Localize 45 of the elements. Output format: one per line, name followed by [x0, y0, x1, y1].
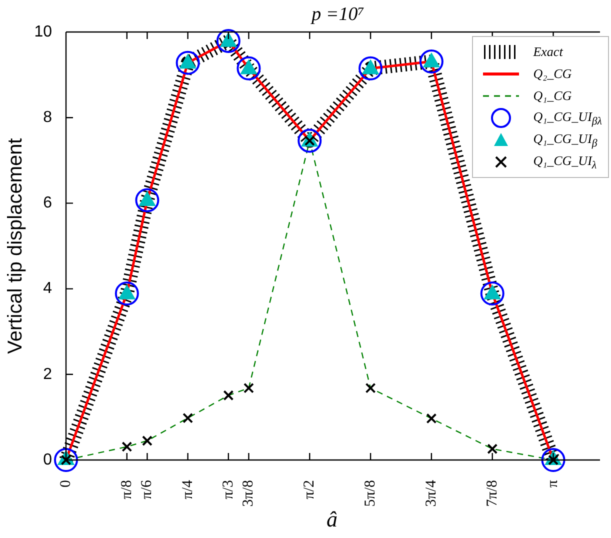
legend-label: Q₁_CG_UI$_{λ}$	[533, 152, 597, 172]
point	[480, 282, 504, 306]
point	[122, 441, 132, 452]
point	[426, 413, 437, 424]
chart-title: p =10⁷	[310, 4, 366, 26]
x-tick-label: π/2	[302, 480, 318, 500]
y-tick-label: 0	[43, 451, 52, 468]
y-tick-label: 10	[34, 23, 52, 40]
y-tick-label: 8	[43, 109, 52, 126]
x-tick-label: 0	[58, 480, 74, 488]
x-tick-label: π	[545, 480, 562, 488]
x-tick-label: 3π/4	[423, 480, 440, 507]
y-axis-title: Vertical tip displacement	[4, 138, 27, 354]
y-tick-label: 2	[43, 366, 52, 383]
point	[216, 28, 240, 53]
legend-label: Q₁_CG_UI$_{βλ}$	[533, 108, 602, 128]
point	[142, 436, 152, 446]
point	[54, 448, 78, 472]
point	[176, 50, 200, 75]
x-tick-label: 3π/8	[240, 480, 257, 507]
x-tick-label: π/3	[220, 480, 236, 500]
x-axis-title: â	[326, 506, 338, 532]
point	[487, 444, 498, 454]
point	[358, 56, 383, 80]
point	[298, 128, 322, 153]
y-tick-label: 4	[43, 280, 52, 298]
point	[114, 282, 139, 306]
point	[135, 188, 160, 212]
x-tick-label: π/4	[180, 480, 196, 500]
x-tick-label: π/6	[139, 480, 156, 500]
legend-label: Exact	[533, 44, 563, 60]
point	[243, 382, 254, 394]
legend-label: Q₁_CG	[533, 88, 572, 104]
legend-label: Q₁_CG_UI$_{β}$	[533, 130, 598, 150]
x-tick-label: 5π/8	[362, 480, 378, 507]
x-tick-label: π/8	[118, 480, 135, 500]
point	[223, 390, 234, 401]
y-tick-label: 6	[43, 194, 52, 212]
legend-label: Q₂_CG	[533, 66, 572, 82]
point	[541, 448, 566, 472]
point	[236, 56, 261, 80]
point	[182, 412, 194, 424]
x-tick-label: 7π/8	[484, 480, 500, 507]
point	[419, 50, 444, 74]
point	[365, 382, 376, 394]
